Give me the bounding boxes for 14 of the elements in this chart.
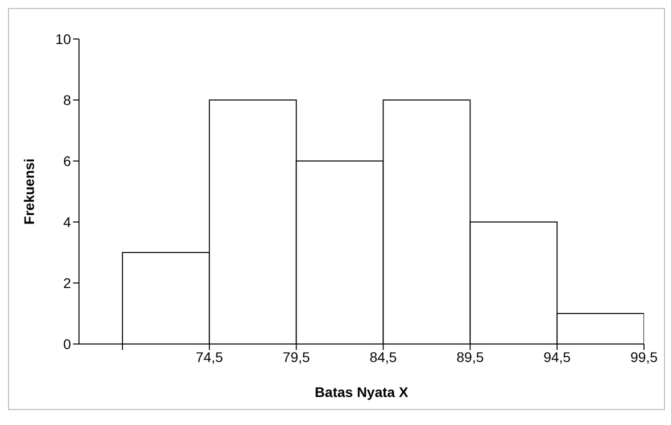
x-tick-label: 74,5 [196,348,224,365]
y-tick-label: 6 [63,152,72,169]
y-tick-label: 4 [63,214,72,230]
x-tick-label: 89,5 [456,348,484,365]
x-tick-label: 84,5 [370,348,398,365]
y-tick-label: 8 [63,92,72,108]
x-tick-label: 94,5 [543,348,571,365]
y-tick-label: 2 [63,274,72,291]
x-tick-label: 79,5 [282,348,310,365]
x-tick-label: 99,5 [630,348,658,365]
y-axis-title: Frekuensi [20,158,37,225]
y-tick-label: 10 [55,30,72,47]
y-tick-label: 0 [63,336,72,352]
x-axis-title: Batas Nyata X [314,384,409,400]
